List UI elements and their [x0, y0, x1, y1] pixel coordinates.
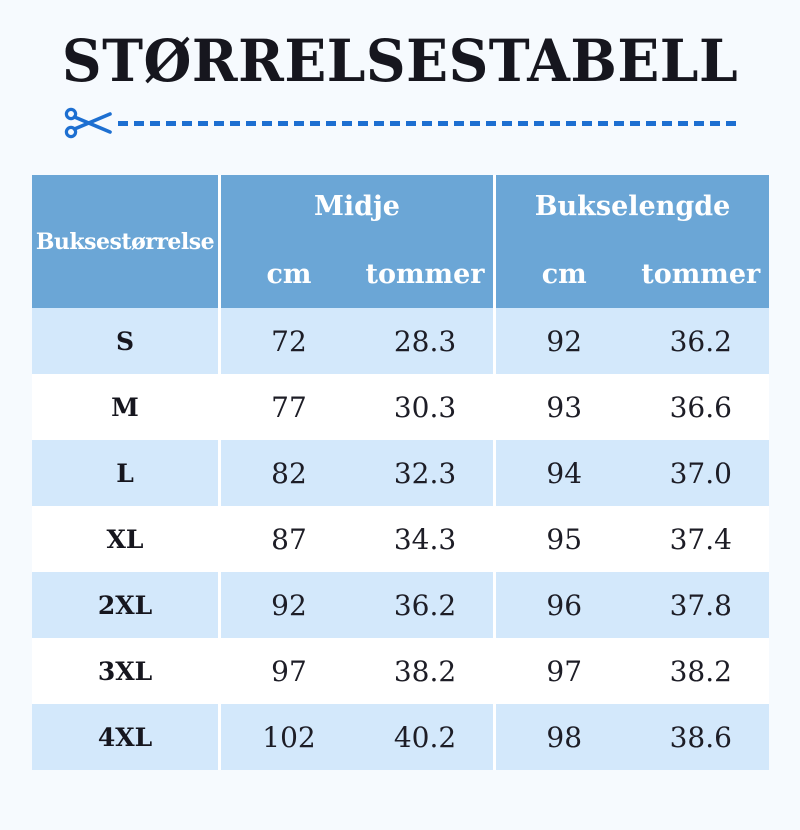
midje-header-group: Midje cm tommer: [221, 175, 493, 308]
bukselengde-tommer-value: 37.4: [669, 522, 732, 556]
table-row-l: L 82 32.3 94 37.0: [32, 440, 769, 506]
size-label: 3XL: [32, 638, 218, 704]
scissors-icon: [64, 107, 112, 139]
size-table: Buksestørrelse Midje cm tommer Bukseleng…: [32, 175, 769, 770]
size-label: L: [32, 440, 218, 506]
midje-cm-value: 77: [271, 390, 307, 424]
bukselengde-label: Bukselengde: [534, 191, 731, 222]
bukselengde-tommer-value: 36.6: [669, 390, 732, 424]
midje-cm-header: cm: [266, 259, 312, 290]
bukselengde-values: 94 37.0: [496, 440, 769, 506]
midje-values: 97 38.2: [221, 638, 493, 704]
bukselengde-header-group: Bukselengde cm tommer: [496, 175, 769, 308]
midje-tommer-header: tommer: [365, 259, 485, 290]
size-column-header: Buksestørrelse: [32, 175, 218, 308]
bukselengde-tommer-value: 37.0: [669, 456, 732, 490]
midje-cm-value: 72: [271, 324, 307, 358]
bukselengde-tommer-value: 36.2: [669, 324, 732, 358]
page-title: STØRRELSESTABELL: [61, 26, 739, 95]
bukselengde-values: 95 37.4: [496, 506, 769, 572]
midje-tommer-value: 30.3: [393, 390, 457, 424]
table-row-2xl: 2XL 92 36.2 96 37.8: [32, 572, 769, 638]
midje-tommer-value: 38.2: [393, 654, 457, 688]
bukselengde-cm-value: 96: [546, 588, 583, 622]
size-label: M: [32, 374, 218, 440]
bukselengde-cm-value: 94: [546, 456, 583, 490]
table-header: Buksestørrelse Midje cm tommer Bukseleng…: [32, 175, 769, 308]
bukselengde-cm-value: 97: [546, 654, 583, 688]
bukselengde-tommer-value: 38.6: [669, 720, 732, 754]
bukselengde-subheaders: cm tommer: [496, 259, 769, 290]
bukselengde-cm-value: 93: [546, 390, 583, 424]
bukselengde-cm-value: 95: [546, 522, 583, 556]
midje-values: 92 36.2: [221, 572, 493, 638]
midje-cm-value: 82: [271, 456, 307, 490]
size-label: S: [32, 308, 218, 374]
bukselengde-tommer-header: tommer: [641, 259, 761, 290]
table-row-xl: XL 87 34.3 95 37.4: [32, 506, 769, 572]
bukselengde-values: 92 36.2: [496, 308, 769, 374]
size-label: 4XL: [32, 704, 218, 770]
table-row-s: S 72 28.3 92 36.2: [32, 308, 769, 374]
bukselengde-values: 98 38.6: [496, 704, 769, 770]
midje-cm-value: 87: [271, 522, 307, 556]
midje-tommer-value: 34.3: [393, 522, 457, 556]
midje-tommer-value: 40.2: [393, 720, 457, 754]
midje-label: Midje: [314, 191, 400, 222]
bukselengde-values: 97 38.2: [496, 638, 769, 704]
midje-values: 77 30.3: [221, 374, 493, 440]
midje-values: 102 40.2: [221, 704, 493, 770]
size-chart-page: STØRRELSESTABELL Buksestørrelse Midje cm…: [0, 26, 800, 830]
dashed-line: [118, 120, 740, 126]
table-row-4xl: 4XL 102 40.2 98 38.6: [32, 704, 769, 770]
bukselengde-tommer-value: 38.2: [669, 654, 732, 688]
bukselengde-values: 96 37.8: [496, 572, 769, 638]
midje-cm-value: 97: [271, 654, 307, 688]
bukselengde-cm-header: cm: [541, 259, 587, 290]
midje-cm-value: 92: [271, 588, 307, 622]
size-label: 2XL: [32, 572, 218, 638]
size-label: XL: [32, 506, 218, 572]
midje-values: 82 32.3: [221, 440, 493, 506]
bukselengde-cm-value: 98: [546, 720, 583, 754]
midje-tommer-value: 28.3: [393, 324, 457, 358]
midje-tommer-value: 32.3: [393, 456, 457, 490]
table-row-3xl: 3XL 97 38.2 97 38.2: [32, 638, 769, 704]
midje-cm-value: 102: [262, 720, 316, 754]
midje-tommer-value: 36.2: [393, 588, 457, 622]
table-row-m: M 77 30.3 93 36.6: [32, 374, 769, 440]
midje-values: 87 34.3: [221, 506, 493, 572]
bukselengde-tommer-value: 37.8: [669, 588, 732, 622]
cut-line: [64, 104, 740, 142]
bukselengde-values: 93 36.6: [496, 374, 769, 440]
bukselengde-cm-value: 92: [546, 324, 583, 358]
midje-subheaders: cm tommer: [221, 259, 493, 290]
midje-values: 72 28.3: [221, 308, 493, 374]
